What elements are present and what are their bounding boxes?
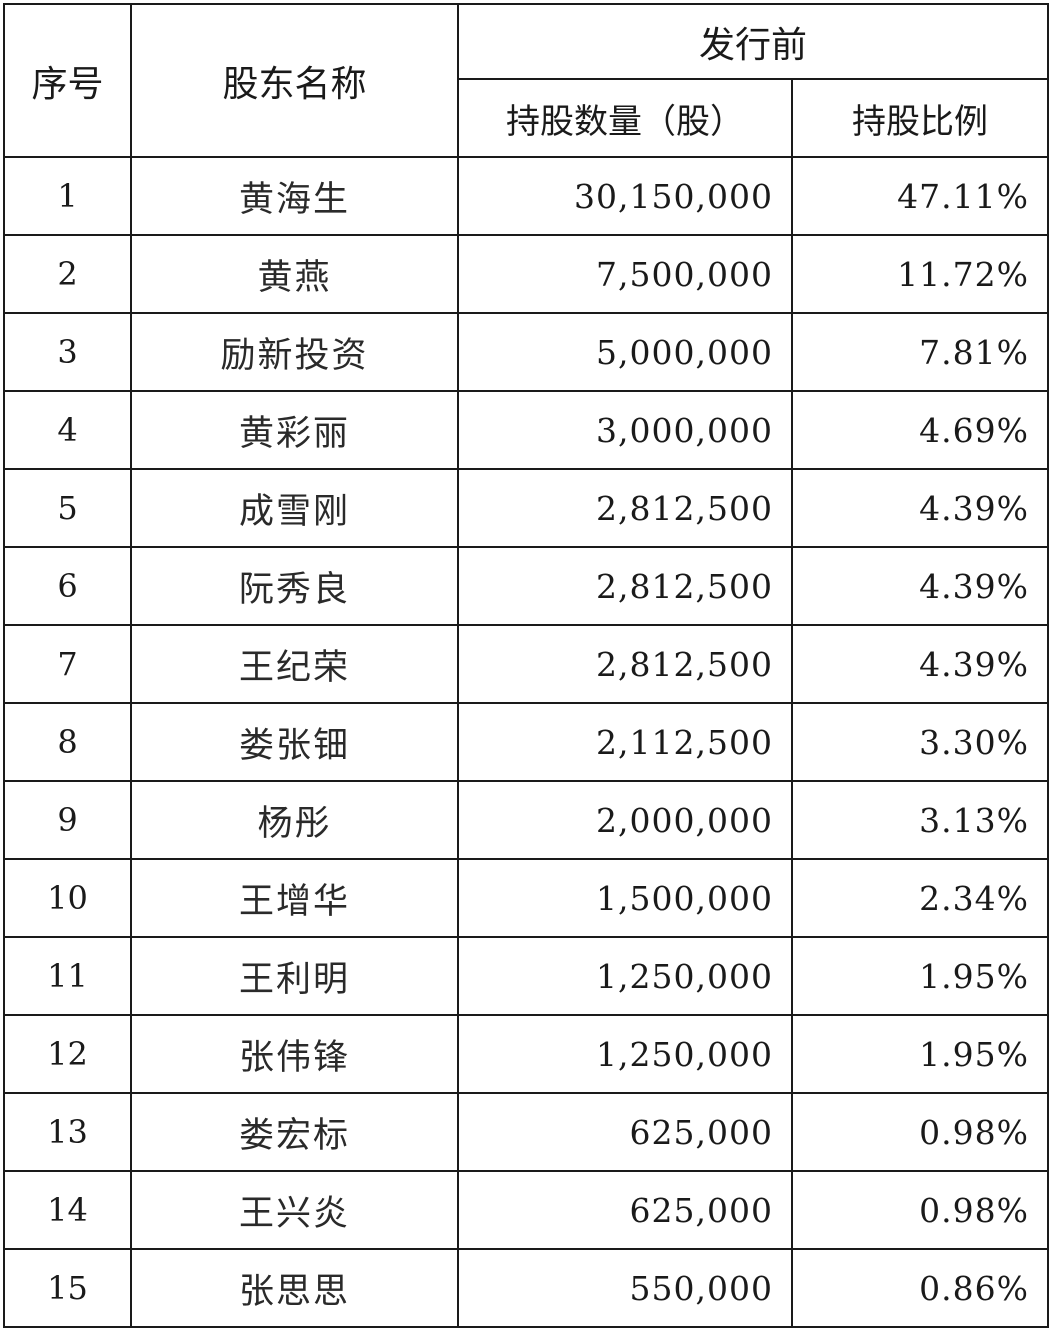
row-ratio: 47.11% [790, 156, 1050, 236]
row-shares: 550,000 [457, 1248, 793, 1328]
row-shares: 625,000 [457, 1092, 793, 1172]
row-seq: 10 [3, 858, 132, 938]
row-seq: 1 [3, 156, 132, 236]
row-ratio: 0.86% [790, 1248, 1050, 1328]
row-seq: 2 [3, 234, 132, 314]
row-name: 王利明 [130, 936, 459, 1016]
table-row: 11 王利明 1,250,000 1.95% [3, 936, 1050, 1016]
row-shares: 1,250,000 [457, 936, 793, 1016]
row-shares: 2,812,500 [457, 546, 793, 626]
table-row: 3 励新投资 5,000,000 7.81% [3, 312, 1050, 392]
row-name: 张思思 [130, 1248, 459, 1328]
row-seq: 5 [3, 468, 132, 548]
row-shares: 7,500,000 [457, 234, 793, 314]
row-name: 杨彤 [130, 780, 459, 860]
row-ratio: 3.30% [790, 702, 1050, 782]
row-ratio: 0.98% [790, 1092, 1050, 1172]
table-row: 15 张思思 550,000 0.86% [3, 1248, 1050, 1328]
table-row: 9 杨彤 2,000,000 3.13% [3, 780, 1050, 860]
header-name: 股东名称 [130, 3, 459, 158]
table-row: 1 黄海生 30,150,000 47.11% [3, 156, 1050, 236]
row-name: 黄彩丽 [130, 390, 459, 470]
table-row: 4 黄彩丽 3,000,000 4.69% [3, 390, 1050, 470]
row-ratio: 7.81% [790, 312, 1050, 392]
table-row: 13 娄宏标 625,000 0.98% [3, 1092, 1050, 1172]
table-row: 5 成雪刚 2,812,500 4.39% [3, 468, 1050, 548]
row-name: 黄燕 [130, 234, 459, 314]
row-name: 王增华 [130, 858, 459, 938]
row-shares: 2,812,500 [457, 468, 793, 548]
table-row: 12 张伟锋 1,250,000 1.95% [3, 1014, 1050, 1094]
row-seq: 11 [3, 936, 132, 1016]
row-seq: 4 [3, 390, 132, 470]
row-name: 娄宏标 [130, 1092, 459, 1172]
row-shares: 1,250,000 [457, 1014, 793, 1094]
row-name: 张伟锋 [130, 1014, 459, 1094]
row-ratio: 4.39% [790, 624, 1050, 704]
header-seq: 序号 [3, 3, 132, 158]
row-name: 励新投资 [130, 312, 459, 392]
row-seq: 8 [3, 702, 132, 782]
row-ratio: 1.95% [790, 936, 1050, 1016]
row-shares: 3,000,000 [457, 390, 793, 470]
row-shares: 30,150,000 [457, 156, 793, 236]
row-shares: 2,812,500 [457, 624, 793, 704]
table-row: 7 王纪荣 2,812,500 4.39% [3, 624, 1050, 704]
header-ratio: 持股比例 [790, 78, 1050, 158]
row-seq: 14 [3, 1170, 132, 1250]
row-name: 娄张钿 [130, 702, 459, 782]
row-ratio: 4.39% [790, 468, 1050, 548]
table-row: 2 黄燕 7,500,000 11.72% [3, 234, 1050, 314]
row-seq: 3 [3, 312, 132, 392]
table-row: 10 王增华 1,500,000 2.34% [3, 858, 1050, 938]
row-seq: 9 [3, 780, 132, 860]
row-ratio: 11.72% [790, 234, 1050, 314]
row-shares: 2,000,000 [457, 780, 793, 860]
row-seq: 7 [3, 624, 132, 704]
row-name: 成雪刚 [130, 468, 459, 548]
row-shares: 1,500,000 [457, 858, 793, 938]
row-shares: 5,000,000 [457, 312, 793, 392]
row-name: 阮秀良 [130, 546, 459, 626]
table-body: 1 黄海生 30,150,000 47.11% 2 黄燕 7,500,000 11.72% 3 励… [3, 156, 1050, 1328]
table-row: 6 阮秀良 2,812,500 4.39% [3, 546, 1050, 626]
row-name: 王纪荣 [130, 624, 459, 704]
shareholder-table: 序号 股东名称 发行前 持股数量（股） 持股比例 1 黄海生 30,150,000 4… [3, 3, 1050, 1328]
row-ratio: 3.13% [790, 780, 1050, 860]
row-seq: 12 [3, 1014, 132, 1094]
row-ratio: 4.69% [790, 390, 1050, 470]
row-seq: 15 [3, 1248, 132, 1328]
row-shares: 2,112,500 [457, 702, 793, 782]
row-ratio: 4.39% [790, 546, 1050, 626]
header-shares: 持股数量（股） [457, 78, 793, 158]
row-shares: 625,000 [457, 1170, 793, 1250]
table-row: 14 王兴炎 625,000 0.98% [3, 1170, 1050, 1250]
row-seq: 6 [3, 546, 132, 626]
row-ratio: 1.95% [790, 1014, 1050, 1094]
row-name: 王兴炎 [130, 1170, 459, 1250]
row-ratio: 0.98% [790, 1170, 1050, 1250]
row-ratio: 2.34% [790, 858, 1050, 938]
table-row: 8 娄张钿 2,112,500 3.30% [3, 702, 1050, 782]
row-seq: 13 [3, 1092, 132, 1172]
header-group-pre-issue: 发行前 [456, 3, 1050, 80]
row-name: 黄海生 [130, 156, 459, 236]
